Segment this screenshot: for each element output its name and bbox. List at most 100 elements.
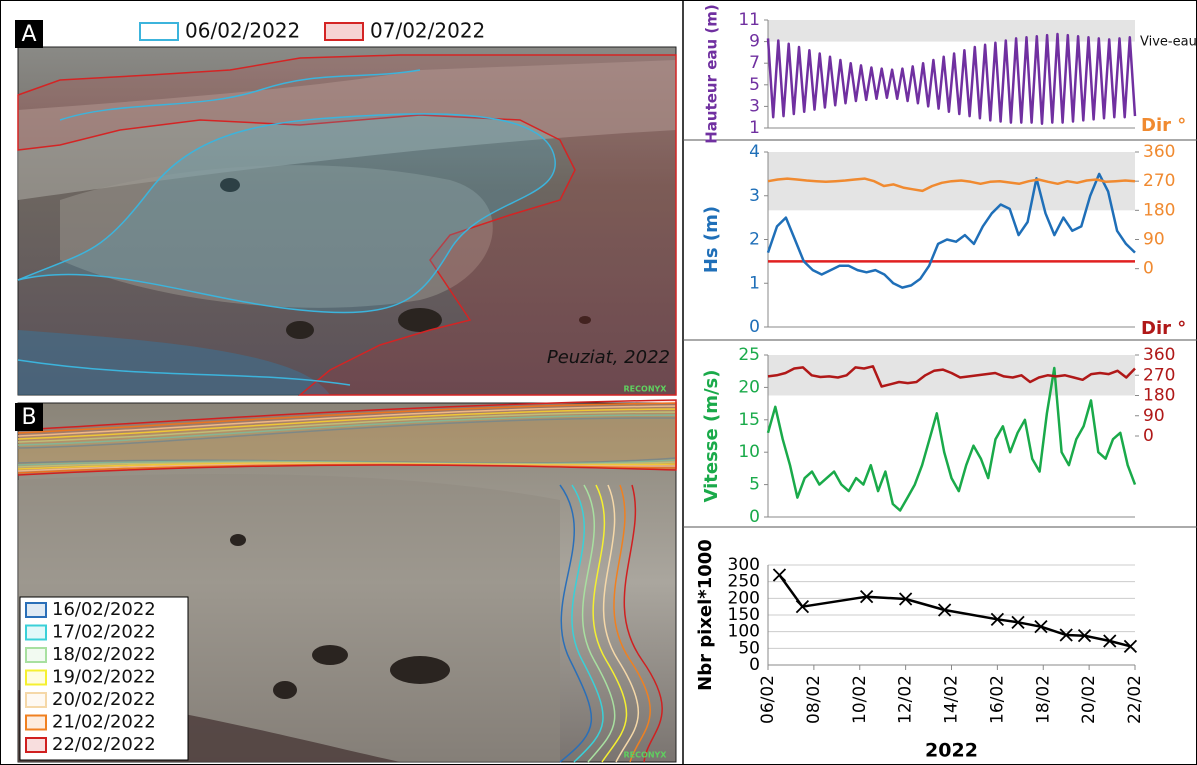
y-axis-label: Vitesse (m/s) xyxy=(701,370,722,503)
x-axis-label: 2022 xyxy=(925,740,978,762)
y-tick-label: 50 xyxy=(738,638,760,658)
y-tick-label: 9 xyxy=(749,32,760,52)
y-tick-label: 11 xyxy=(738,10,760,30)
series-line xyxy=(766,172,1136,289)
x-tick-label: 22/02 xyxy=(1125,675,1145,724)
series-line xyxy=(778,574,1131,648)
y-axis-label: Nbr pixel*1000 xyxy=(695,539,716,691)
contour xyxy=(17,359,351,386)
legend-label: 19/02/2022 xyxy=(52,667,156,688)
y-tick-label: 7 xyxy=(749,53,760,73)
marker xyxy=(795,600,810,614)
y2-tick-label: 0 xyxy=(1143,259,1154,279)
y-tick-label: 25 xyxy=(738,345,760,365)
x-tick-label: 10/02 xyxy=(850,675,870,724)
band xyxy=(768,355,1135,396)
legend-label: 18/02/2022 xyxy=(52,644,156,665)
legend-swatch xyxy=(324,22,364,41)
contour xyxy=(623,484,663,763)
contour xyxy=(59,69,421,121)
y-tick-label: 10 xyxy=(738,442,760,462)
contour xyxy=(17,399,677,476)
marker xyxy=(1034,620,1048,634)
y-tick-label: 300 xyxy=(728,555,760,575)
y2-tick-label: 180 xyxy=(1143,200,1175,220)
series-line xyxy=(766,366,1137,512)
panel-label-bg xyxy=(15,20,43,48)
x-tick-label: 14/02 xyxy=(942,675,962,724)
panel-label: B xyxy=(21,405,36,430)
y-tick-label: 3 xyxy=(749,96,760,116)
legend-swatch xyxy=(25,669,47,686)
contour xyxy=(17,54,677,396)
marker xyxy=(898,592,913,606)
y2-axis-label: Dir ° xyxy=(1141,115,1186,136)
annotation: Vive-eau xyxy=(1140,35,1197,50)
y-tick-label: 1 xyxy=(749,273,760,293)
marker xyxy=(1123,639,1138,653)
marker xyxy=(772,568,787,582)
y-tick-label: 150 xyxy=(728,605,760,625)
marker xyxy=(990,612,1005,626)
marker xyxy=(1103,634,1117,648)
marker xyxy=(1059,628,1073,642)
x-tick-label: 18/02 xyxy=(1033,675,1053,724)
y2-tick-label: 360 xyxy=(1143,345,1175,365)
contour xyxy=(602,484,640,763)
y-tick-label: 3 xyxy=(749,186,760,206)
y-tick-label: 0 xyxy=(749,317,760,337)
y-tick-label: 0 xyxy=(749,655,760,675)
y-tick-label: 1 xyxy=(749,118,760,138)
contour xyxy=(571,484,604,763)
y2-tick-label: 90 xyxy=(1143,230,1165,250)
watermark: RECONYX xyxy=(624,751,668,760)
series-line xyxy=(767,177,1136,193)
y-tick-label: 200 xyxy=(728,588,760,608)
y-tick-label: 5 xyxy=(749,75,760,95)
legend-swatch xyxy=(139,22,179,41)
y2-tick-label: 0 xyxy=(1143,426,1154,446)
y-tick-label: 2 xyxy=(749,230,760,250)
x-tick-label: 12/02 xyxy=(896,675,916,724)
y-tick-label: 15 xyxy=(738,410,760,430)
marker xyxy=(1011,615,1025,629)
legend-swatch xyxy=(25,602,47,618)
legend-box xyxy=(19,596,189,761)
y-axis-label: Hs (m) xyxy=(701,206,722,273)
y2-tick-label: 360 xyxy=(1143,142,1175,162)
legend-label: 06/02/2022 xyxy=(185,19,300,43)
watermark: RECONYX xyxy=(624,385,668,394)
legend-label: 07/02/2022 xyxy=(370,19,485,43)
legend-swatch xyxy=(25,624,47,641)
contour xyxy=(559,484,592,763)
band xyxy=(768,20,1135,42)
legend-label: 21/02/2022 xyxy=(52,712,156,733)
panel-label-bg xyxy=(15,403,43,431)
y2-tick-label: 180 xyxy=(1143,386,1175,406)
marker xyxy=(859,590,874,604)
series-line xyxy=(766,32,1137,125)
y2-tick-label: 90 xyxy=(1143,406,1165,426)
y-tick-label: 100 xyxy=(728,622,760,642)
y-tick-label: 5 xyxy=(749,475,760,495)
photo-a xyxy=(17,46,677,396)
series-line xyxy=(767,365,1136,388)
legend-label: 17/02/2022 xyxy=(52,622,156,643)
legend-swatch xyxy=(25,692,47,708)
y2-tick-label: 270 xyxy=(1143,365,1175,385)
y2-tick-label: 270 xyxy=(1143,171,1175,191)
marker xyxy=(937,603,952,617)
y2-axis-label: Dir ° xyxy=(1141,318,1186,339)
x-tick-label: 16/02 xyxy=(987,675,1007,724)
contour xyxy=(592,484,628,763)
caption: Peuziat, 2022 xyxy=(547,347,670,368)
legend-swatch xyxy=(25,714,47,731)
legend-swatch xyxy=(25,647,47,663)
legend-label: 16/02/2022 xyxy=(52,599,156,620)
x-tick-label: 06/02 xyxy=(758,675,778,724)
x-tick-label: 20/02 xyxy=(1079,675,1099,724)
legend-swatch xyxy=(25,737,47,753)
contour xyxy=(17,113,556,314)
y-tick-label: 250 xyxy=(728,572,760,592)
